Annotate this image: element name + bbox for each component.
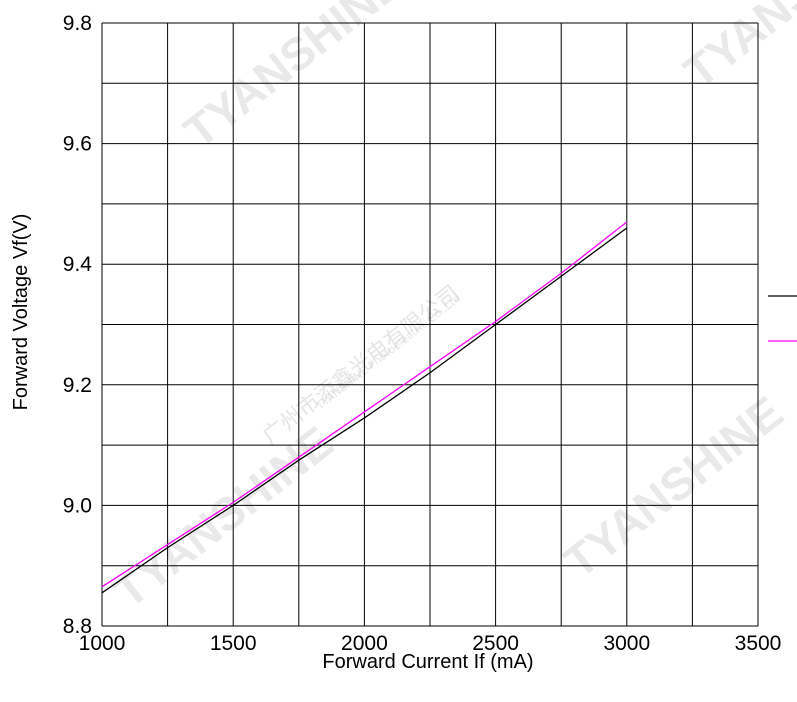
x-tick-label: 1000 — [79, 632, 126, 655]
x-tick-label: 3000 — [603, 632, 650, 655]
watermark-brand-3: TYANSHINE — [104, 416, 342, 618]
y-tick-label: 9.2 — [63, 374, 92, 397]
watermark-layer: TYANSHINE TYANSHINE TYANSHINE TYANSHINE … — [104, 0, 797, 618]
watermark-brand-1: TYANSHINE — [174, 0, 412, 158]
y-tick-label: 9.8 — [63, 12, 92, 35]
grid — [101, 22, 759, 627]
x-axis-label: Forward Current If (mA) — [322, 651, 533, 673]
x-tick-label: 3500 — [735, 632, 782, 655]
y-tick-label: 9.0 — [63, 494, 92, 517]
x-tick-label: 1500 — [210, 632, 257, 655]
series-line-1 — [101, 227, 628, 594]
x-tick-label: 2500 — [472, 632, 519, 655]
watermark-brand-4: TYANSHINE — [554, 386, 792, 588]
x-tick-label: 2000 — [341, 632, 388, 655]
tick-labels: 1000 1500 2000 2500 3000 3500 8.8 9.0 9.2 9.4 9.6 9… — [63, 12, 782, 655]
legend — [768, 295, 797, 342]
series-layer — [101, 221, 628, 594]
y-tick-label: 9.4 — [63, 253, 93, 276]
series-line-2 — [101, 221, 628, 588]
y-tick-label: 8.8 — [63, 615, 92, 638]
y-tick-label: 9.6 — [63, 133, 92, 156]
y-axis-label: Forward Voltage Vf(V) — [10, 214, 32, 411]
